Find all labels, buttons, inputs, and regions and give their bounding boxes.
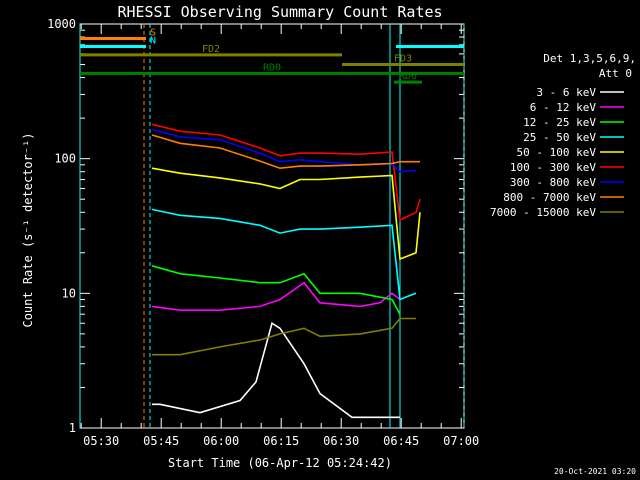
x-tick-label: 06:00 xyxy=(203,434,239,448)
detectors-label: Det 1,3,5,6,9, xyxy=(543,52,636,65)
series-line xyxy=(151,265,401,315)
attenuator-label: Att 0 xyxy=(599,67,632,80)
series-line xyxy=(151,281,401,312)
annotation-label: RD0 xyxy=(263,62,281,73)
plot-frame xyxy=(79,23,465,429)
y-tick-label: 10 xyxy=(62,286,76,300)
legend-label: 300 - 800 keV xyxy=(510,176,596,189)
x-tick-label: 06:15 xyxy=(263,434,299,448)
annotation-label: RD6 xyxy=(399,71,417,82)
y-tick-label: 1 xyxy=(69,421,76,435)
x-tick-label: 05:30 xyxy=(83,434,119,448)
x-tick-label: 07:00 xyxy=(443,434,479,448)
legend-label: 25 - 50 keV xyxy=(523,131,596,144)
annotation-label: N xyxy=(150,36,156,47)
plot-area: 1 10 100 1000 05:30 05:45 06:00 06:15 06:30 06:45… xyxy=(47,17,624,448)
legend-label: 7000 - 15000 keV xyxy=(490,206,596,219)
legend-label: 50 - 100 keV xyxy=(517,146,597,159)
legend-label: 12 - 25 keV xyxy=(523,116,596,129)
y-axis-label: Count Rate (s⁻¹ detector⁻¹) xyxy=(21,132,35,327)
x-tick-label: 06:30 xyxy=(323,434,359,448)
series-line xyxy=(151,123,421,222)
x-tick-label: 05:45 xyxy=(143,434,179,448)
annotation-label: FD2 xyxy=(202,44,220,55)
legend-label: 100 - 300 keV xyxy=(510,161,596,174)
series-line xyxy=(151,208,417,301)
legend-label: 3 - 6 keV xyxy=(536,86,596,99)
chart-title: RHESSI Observing Summary Count Rates xyxy=(117,3,442,21)
annotation-label: S xyxy=(150,28,156,39)
y-tick-label: 1000 xyxy=(47,17,76,31)
x-tick-label: 06:45 xyxy=(383,434,419,448)
footer-date: 20-Oct-2021 03:20 xyxy=(554,467,636,476)
y-tick-label: 100 xyxy=(54,152,76,166)
annotation-label: FD3 xyxy=(394,54,412,65)
series-line xyxy=(151,134,420,170)
series-line xyxy=(151,128,417,173)
series-line xyxy=(152,317,416,356)
legend-label: 6 - 12 keV xyxy=(530,101,597,114)
legend-label: 800 - 7000 keV xyxy=(503,191,596,204)
x-axis-label: Start Time (06-Apr-12 05:24:42) xyxy=(168,456,392,470)
series-line xyxy=(151,167,421,261)
series-line xyxy=(152,321,400,419)
